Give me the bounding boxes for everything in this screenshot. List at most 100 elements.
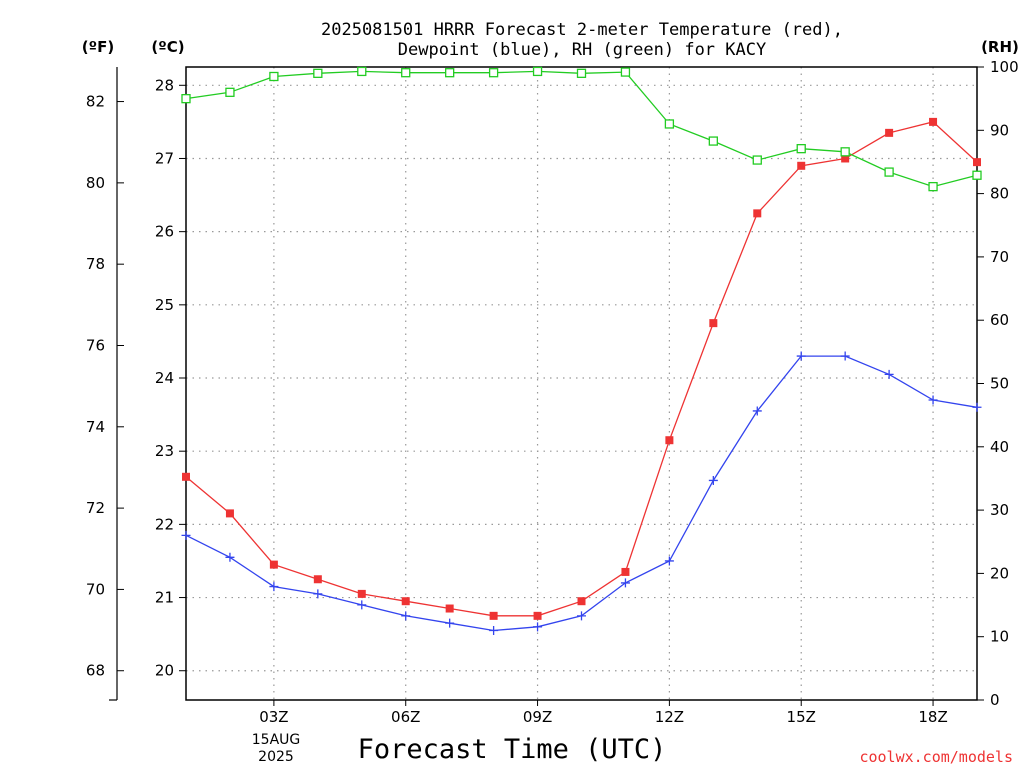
rh-tick-label: 70 [990, 248, 1009, 266]
celsius-tick-label: 22 [155, 515, 174, 533]
rh-tick-label: 30 [990, 501, 1009, 519]
fahrenheit-tick-label: 78 [86, 255, 105, 273]
x-tick-label: 12Z [655, 708, 684, 726]
dewpoint-point [796, 351, 806, 361]
fahrenheit-tick-label: 82 [86, 93, 105, 111]
x-tick-label: 15Z [787, 708, 816, 726]
temperature-point [973, 158, 981, 167]
temperature-point [533, 611, 542, 620]
dewpoint-point [708, 475, 718, 485]
rh-tick-label: 40 [990, 438, 1009, 456]
rh-series-line [185, 70, 978, 188]
dewpoint-point [401, 611, 411, 621]
dewpoint-point [489, 625, 499, 635]
rh-point [576, 68, 587, 78]
celsius-tick-label: 21 [155, 589, 174, 607]
data-series [181, 66, 982, 635]
fahrenheit-tick-label: 72 [86, 499, 105, 517]
temperature-point [269, 560, 278, 569]
dewpoint-point [445, 618, 455, 628]
rh-point [664, 119, 675, 129]
rh-tick-label: 60 [990, 311, 1009, 329]
rh-point [488, 68, 499, 78]
dewpoint-series-line [185, 355, 978, 632]
celsius-tick-label: 28 [155, 76, 174, 94]
x-tick-label: 06Z [391, 708, 420, 726]
plot-frame [185, 66, 978, 701]
temperature-point [182, 472, 190, 481]
rh-point [708, 136, 718, 146]
rh-tick-label: 10 [990, 628, 1009, 646]
rh-tick-label: 0 [990, 691, 1000, 709]
rh-point [620, 67, 631, 77]
celsius-unit-label: (ºC) [151, 38, 184, 56]
dewpoint-point [181, 530, 191, 540]
temperature-point [225, 509, 234, 518]
x-date-day-label: 15AUG [252, 732, 301, 748]
celsius-tick-label: 23 [155, 442, 174, 460]
rh-point [796, 144, 806, 154]
temperature-point [445, 604, 454, 613]
temperature-point [577, 597, 586, 606]
temperature-point [313, 575, 322, 584]
fahrenheit-tick-label: 70 [86, 580, 105, 598]
dewpoint-point [577, 611, 586, 621]
tick-labels: 03Z 06Z 09Z 12Z 15Z 18Z 20 21 22 23 24 25 26 27 28 68 70… [86, 58, 1019, 726]
temperature-point [357, 589, 366, 598]
chart-title-line2: Dewpoint (blue), RH (green) for KACY [398, 40, 766, 60]
dewpoint-point [928, 395, 938, 405]
dewpoint-point [664, 556, 674, 566]
dewpoint-point [840, 351, 850, 361]
rh-point [840, 147, 850, 157]
temperature-point [753, 209, 762, 218]
x-date-year-label: 2025 [258, 749, 294, 765]
fahrenheit-tick-label: 74 [86, 418, 105, 436]
grid-lines [186, 67, 977, 700]
rh-point [181, 94, 191, 104]
celsius-tick-label: 20 [155, 662, 174, 680]
x-tick-label: 18Z [918, 708, 947, 726]
rh-tick-label: 90 [990, 121, 1009, 139]
fahrenheit-tick-label: 68 [86, 662, 105, 680]
rh-point [357, 66, 367, 77]
fahrenheit-unit-label: (ºF) [82, 38, 114, 56]
dewpoint-point [884, 369, 894, 379]
rh-tick-label: 100 [990, 58, 1019, 76]
temperature-point [929, 117, 938, 126]
dewpoint-point [225, 552, 235, 562]
celsius-tick-label: 25 [155, 296, 174, 314]
dewpoint-point [752, 406, 762, 416]
celsius-tick-label: 24 [155, 369, 174, 387]
chart-title-line1: 2025081501 HRRR Forecast 2-meter Tempera… [321, 20, 843, 40]
x-axis-label: Forecast Time (UTC) [358, 734, 667, 765]
dewpoint-point [357, 600, 367, 610]
x-tick-label: 03Z [259, 708, 288, 726]
temperature-point [885, 128, 894, 137]
temperature-point [665, 436, 674, 445]
dewpoint-point [533, 622, 543, 632]
temperature-point [401, 597, 410, 606]
rh-point [972, 170, 982, 180]
celsius-tick-label: 27 [155, 149, 174, 167]
rh-unit-label: (RH) [981, 38, 1019, 56]
rh-point [269, 71, 279, 82]
fahrenheit-tick-label: 80 [86, 174, 105, 192]
dewpoint-point [313, 589, 323, 599]
rh-point [928, 181, 938, 192]
dewpoint-point [620, 578, 630, 588]
temperature-point [709, 319, 718, 328]
rh-point [532, 66, 543, 77]
rh-tick-label: 80 [990, 185, 1009, 203]
rh-point [752, 155, 762, 165]
temperature-point [841, 154, 850, 163]
temperature-series-line [185, 121, 978, 617]
x-tick-label: 09Z [523, 708, 552, 726]
axes [109, 66, 984, 706]
dewpoint-point [269, 582, 279, 592]
celsius-tick-label: 26 [155, 223, 174, 241]
fahrenheit-tick-label: 76 [86, 336, 105, 354]
rh-tick-label: 20 [990, 564, 1009, 582]
rh-point [401, 68, 411, 78]
